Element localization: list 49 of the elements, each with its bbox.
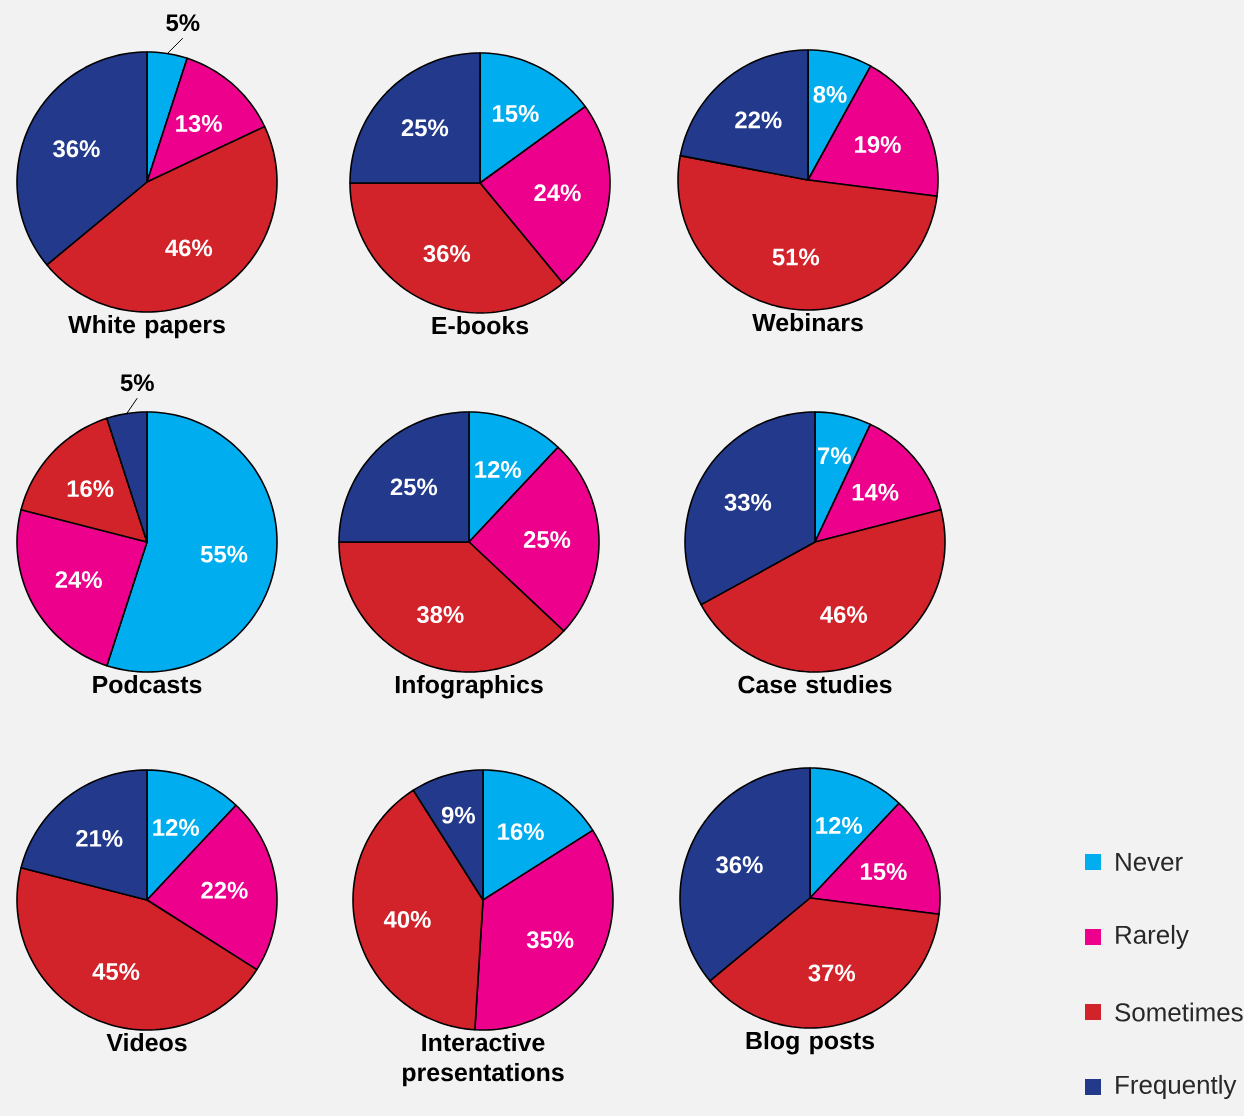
data-label: 55% bbox=[200, 545, 248, 563]
text: Interactive presentations bbox=[403, 1033, 564, 1087]
data-label: 25% bbox=[401, 119, 449, 137]
data-label: 51% bbox=[772, 248, 820, 266]
text: Case studies bbox=[738, 675, 892, 694]
data-label: 35% bbox=[526, 931, 574, 949]
data-label: 5% bbox=[166, 14, 200, 32]
data-label: 12% bbox=[816, 817, 863, 834]
data-label: 24% bbox=[55, 571, 102, 589]
legend-label: Never bbox=[1116, 852, 1183, 872]
data-label: 46% bbox=[165, 239, 213, 257]
data-label: 46% bbox=[820, 606, 868, 623]
data-label: 33% bbox=[724, 493, 772, 511]
data-label: 12% bbox=[153, 819, 199, 836]
data-label: 7% bbox=[818, 447, 851, 465]
data-label: 21% bbox=[76, 829, 123, 847]
data-label: 16% bbox=[498, 823, 544, 841]
data-label: 36% bbox=[423, 245, 471, 263]
text: Infographics bbox=[395, 675, 543, 699]
data-label: 36% bbox=[716, 856, 763, 874]
legend-label: Rarely bbox=[1116, 924, 1189, 950]
data-label: 8% bbox=[813, 85, 847, 103]
data-label: 22% bbox=[735, 111, 782, 129]
legend-label: Frequently bbox=[1116, 1074, 1237, 1100]
text: Podcasts bbox=[93, 675, 202, 694]
text: Blog posts bbox=[746, 1031, 875, 1055]
data-label: 24% bbox=[534, 184, 581, 202]
data-label: 36% bbox=[53, 140, 100, 158]
data-label: 5% bbox=[120, 374, 154, 392]
legend-label: Sometimes bbox=[1115, 1002, 1243, 1022]
data-label: 37% bbox=[808, 964, 856, 982]
data-label: 38% bbox=[416, 606, 464, 624]
data-label: 19% bbox=[855, 136, 901, 154]
text: Webinars bbox=[752, 313, 863, 332]
data-label: 15% bbox=[860, 863, 907, 880]
data-label: 22% bbox=[201, 881, 248, 899]
data-label: 45% bbox=[92, 963, 140, 981]
text: Videos bbox=[106, 1033, 187, 1052]
data-label: 12% bbox=[475, 461, 522, 478]
data-label: 40% bbox=[383, 910, 431, 928]
text: E-books bbox=[432, 316, 529, 335]
data-label: 16% bbox=[67, 480, 114, 498]
data-label: 15% bbox=[492, 105, 539, 122]
text: White papers bbox=[68, 315, 225, 339]
data-label: 9% bbox=[441, 806, 475, 824]
data-label: 13% bbox=[176, 115, 222, 132]
data-label: 14% bbox=[852, 483, 899, 501]
data-label: 25% bbox=[390, 478, 438, 496]
data-label: 25% bbox=[523, 531, 571, 548]
